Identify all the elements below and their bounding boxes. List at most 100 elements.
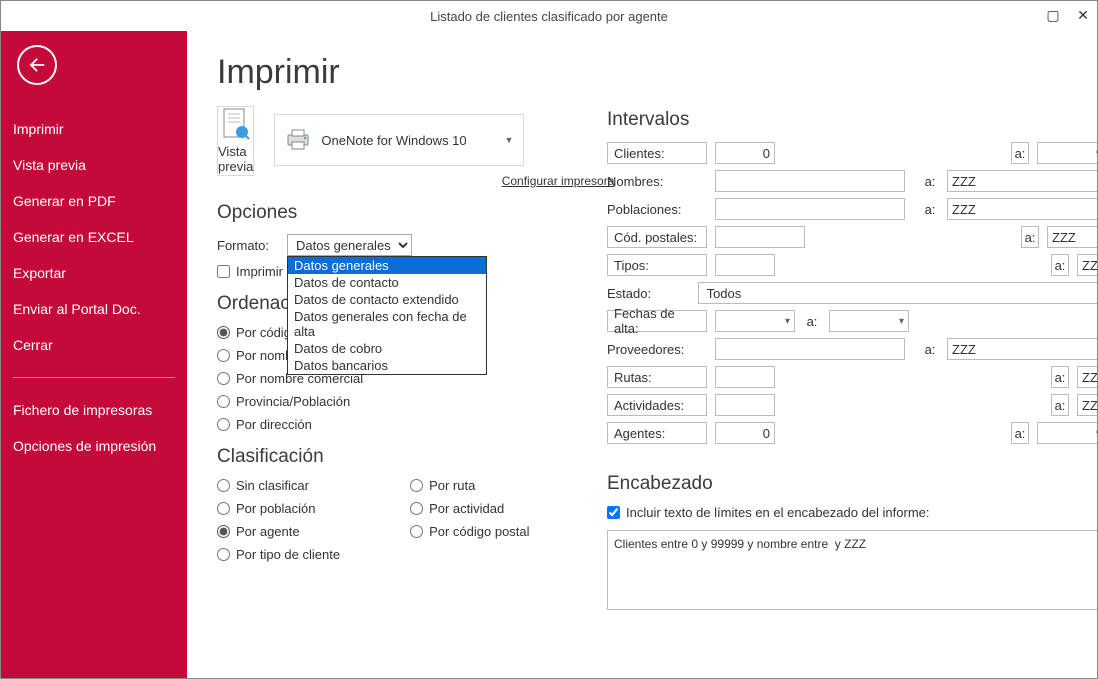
intervalo-label[interactable]: Tipos: [607,254,707,276]
formato-dropdown-list: Datos generalesDatos de contactoDatos de… [287,256,487,375]
intervalo-from[interactable] [715,142,775,164]
section-opciones: Opciones [217,202,557,224]
intervalo-to[interactable] [1047,226,1097,248]
intervalo-label[interactable]: Actividades: [607,394,707,416]
document-preview-icon [222,108,250,142]
preview-button[interactable]: Vista previa [217,106,254,176]
formato-option[interactable]: Datos de contacto extendido [288,291,486,308]
formato-select[interactable]: Datos generales [287,234,412,256]
intervalo-label[interactable]: Clientes: [607,142,707,164]
intervalo-to[interactable] [1037,422,1097,444]
section-clasificacion: Clasificación [217,446,557,468]
intervalo-from[interactable] [715,226,805,248]
sidebar-item[interactable]: Vista previa [1,147,187,183]
a-label: a: [921,202,939,217]
intervalo-to[interactable] [1037,142,1097,164]
intervalo-to[interactable] [1077,394,1097,416]
sidebar-item[interactable]: Fichero de impresoras [1,392,187,428]
a-label: a: [921,174,939,189]
intervalo-label[interactable]: Cód. postales: [607,226,707,248]
intervalo-from[interactable] [715,338,905,360]
sidebar-item[interactable]: Cerrar [1,327,187,363]
printer-name: OneNote for Windows 10 [321,133,466,148]
fecha-to[interactable]: ▾ [829,310,909,332]
clasificacion-radio[interactable]: Por ruta [410,478,529,493]
section-encabezado: Encabezado [607,473,1097,495]
clasificacion-radio[interactable]: Por población [217,501,340,516]
intervalo-from[interactable] [715,198,905,220]
intervalo-row: Poblaciones: a: [607,197,1097,221]
intervalo-row: Tipos: a: [607,253,1097,277]
intervalo-from[interactable] [715,366,775,388]
sidebar-item[interactable]: Exportar [1,255,187,291]
a-label[interactable]: a: [1051,254,1069,276]
a-label[interactable]: a: [1051,394,1069,416]
intervalo-label: Nombres: [607,174,707,189]
a-label[interactable]: a: [1011,142,1029,164]
sidebar-item[interactable]: Opciones de impresión [1,428,187,464]
clasificacion-radio[interactable]: Por agente [217,524,340,539]
intervalo-to[interactable] [947,198,1097,220]
formato-option[interactable]: Datos generales [288,257,486,274]
maximize-icon[interactable]: ▢ [1043,5,1063,25]
formato-option[interactable]: Datos generales con fecha de alta [288,308,486,340]
a-label[interactable]: a: [1021,226,1039,248]
intervalo-from[interactable] [715,394,775,416]
formato-option[interactable]: Datos bancarios [288,357,486,374]
formato-option[interactable]: Datos de cobro [288,340,486,357]
preview-label: Vista previa [218,144,253,174]
intervalo-to[interactable] [1077,366,1097,388]
clasificacion-radio[interactable]: Por tipo de cliente [217,547,340,562]
back-button[interactable] [17,45,57,85]
sidebar-item[interactable]: Generar en EXCEL [1,219,187,255]
formato-label: Formato: [217,238,279,253]
content-area: Imprimir Vista previa [187,31,1097,678]
intervalo-label[interactable]: Rutas: [607,366,707,388]
fecha-from[interactable]: ▾ [715,310,795,332]
chevron-down-icon: ▼ [504,135,513,145]
clasificacion-radio[interactable]: Por actividad [410,501,529,516]
titlebar: Listado de clientes clasificado por agen… [1,1,1097,31]
a-label[interactable]: a: [1011,422,1029,444]
arrow-left-icon [26,54,48,76]
intervalo-row: Clientes: a: [607,141,1097,165]
intervalo-row: Actividades: a: [607,393,1097,417]
clasificacion-radio[interactable]: Por código postal [410,524,529,539]
intervalo-to[interactable] [947,170,1097,192]
encabezado-text[interactable] [607,530,1097,610]
estado-label: Estado: [607,286,690,301]
sidebar-item[interactable]: Generar en PDF [1,183,187,219]
printer-icon [285,129,311,151]
sidebar-item[interactable]: Enviar al Portal Doc. [1,291,187,327]
intervalo-row: Cód. postales: a: [607,225,1097,249]
intervalo-row: Proveedores: a: [607,337,1097,361]
intervalo-label[interactable]: Agentes: [607,422,707,444]
intervalo-from[interactable] [715,254,775,276]
close-icon[interactable]: ✕ [1073,5,1093,25]
intervalo-to[interactable] [1077,254,1097,276]
page-title: Imprimir [217,53,557,92]
ordenacion-radio[interactable]: Provincia/Población [217,394,557,409]
intervalo-label: Proveedores: [607,342,707,357]
sidebar-item[interactable]: Imprimir [1,111,187,147]
intervalo-from[interactable] [715,422,775,444]
window-title: Listado de clientes clasificado por agen… [430,9,668,24]
fechas-alta-button[interactable]: Fechas de alta: [607,310,707,332]
sidebar-separator [13,377,175,378]
section-intervalos: Intervalos [607,109,1097,131]
intervalo-to[interactable] [947,338,1097,360]
incluir-limites-input[interactable] [607,506,620,519]
configure-printer-link[interactable]: Configurar impresora [274,174,614,188]
ordenacion-radio[interactable]: Por dirección [217,417,557,432]
incluir-limites-checkbox[interactable]: Incluir texto de límites en el encabezad… [607,505,1097,520]
formato-option[interactable]: Datos de contacto [288,274,486,291]
sidebar: ImprimirVista previaGenerar en PDFGenera… [1,31,187,678]
imprimir-checkbox-input[interactable] [217,265,230,278]
a-label[interactable]: a: [1051,366,1069,388]
clasificacion-radio[interactable]: Sin clasificar [217,478,340,493]
printer-selector[interactable]: OneNote for Windows 10 ▼ [274,114,524,166]
intervalo-from[interactable] [715,170,905,192]
intervalo-label: Poblaciones: [607,202,707,217]
a-label: a: [921,342,939,357]
estado-select[interactable]: Todos [698,282,1097,304]
